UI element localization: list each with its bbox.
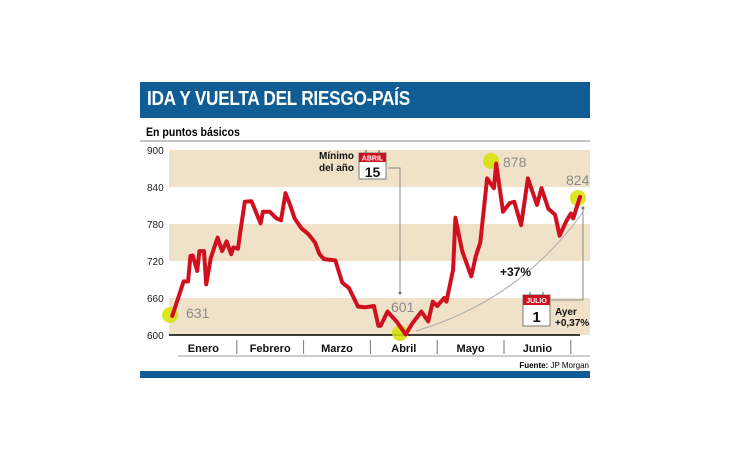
- x-tick-label: Marzo: [321, 343, 353, 355]
- min-label-2: del año: [319, 163, 354, 174]
- x-tick-label: Abril: [391, 343, 416, 355]
- source-label: Fuente:: [519, 361, 549, 370]
- chart-subtitle: En puntos básicos: [146, 125, 240, 139]
- start-value-label: 631: [186, 305, 210, 321]
- x-tick-label: Enero: [188, 343, 219, 355]
- change-arrow: [415, 211, 584, 332]
- y-tick-label: 600: [147, 331, 164, 342]
- source-note: Fuente: JP Morgan: [519, 361, 589, 370]
- calendar-icon: ABRIL 15: [358, 150, 387, 180]
- y-tick-label: 720: [147, 257, 164, 268]
- ayer-label: Ayer: [555, 307, 577, 318]
- footer-bar: [140, 371, 590, 378]
- calendar-icon: JULIO 1: [522, 292, 551, 327]
- source-value: JP Morgan: [550, 361, 589, 370]
- chart-title: IDA Y VUELTA DEL RIESGO-PAÍS: [147, 88, 410, 110]
- min-calendar-day: 15: [365, 164, 381, 180]
- header-bar: [140, 82, 590, 118]
- grid-band: [169, 298, 590, 335]
- y-tick-label: 660: [147, 294, 164, 305]
- min-value-label: 601: [391, 299, 415, 315]
- min-calendar-month: ABRIL: [362, 156, 384, 163]
- ayer-change-label: +0,37%: [555, 318, 589, 329]
- last-value-label: 824: [566, 172, 590, 188]
- min-leader-line: [388, 167, 401, 293]
- y-tick-label: 840: [147, 183, 164, 194]
- x-tick-label: Mayo: [457, 343, 485, 355]
- min-label-1: Mínimo: [319, 151, 354, 162]
- min-leader-dot: [398, 291, 402, 295]
- ayer-leader-dot: [581, 206, 585, 210]
- last-calendar-day: 1: [532, 309, 540, 326]
- y-tick-label: 780: [147, 220, 164, 231]
- y-tick-label: 900: [147, 146, 164, 157]
- last-calendar-month: JULIO: [526, 298, 547, 305]
- x-tick-label: Junio: [523, 343, 553, 355]
- max-value-label: 878: [503, 154, 527, 170]
- x-tick-label: Febrero: [250, 343, 291, 355]
- ayer-leader-line: [551, 208, 584, 301]
- change-label: +37%: [500, 265, 531, 279]
